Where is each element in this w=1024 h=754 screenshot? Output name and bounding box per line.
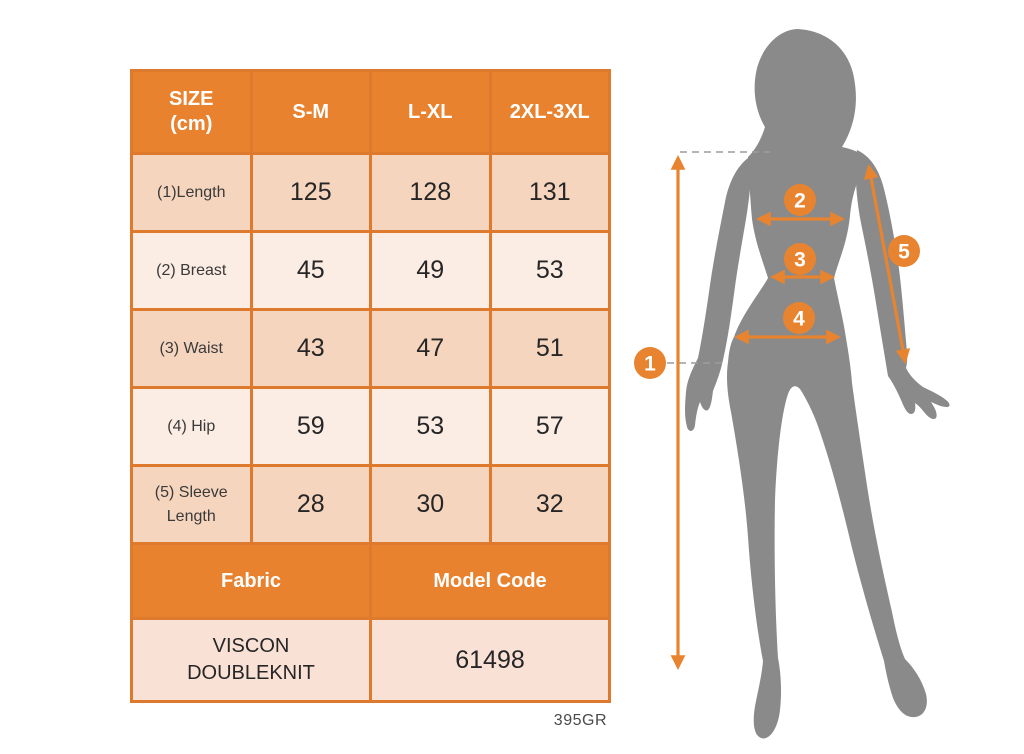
column-header-2xl3xl: 2XL-3XL — [491, 72, 608, 152]
fabric-value: VISCON DOUBLEKNIT — [133, 620, 369, 700]
size-header-cell: SIZE (cm) — [133, 72, 250, 152]
value-sleeve-2xl: 32 — [491, 467, 608, 542]
marker-3: 3 — [784, 243, 816, 275]
value-breast-sm: 45 — [252, 233, 369, 308]
model-code-header: Model Code — [372, 545, 608, 617]
size-header-line2: (cm) — [170, 113, 213, 135]
row-label-sleeve: (5) Sleeve Length — [133, 467, 250, 542]
value-sleeve-sm: 28 — [252, 467, 369, 542]
column-header-lxl: L-XL — [372, 72, 489, 152]
svg-text:5: 5 — [898, 241, 910, 264]
svg-text:4: 4 — [793, 308, 805, 331]
value-waist-2xl: 51 — [491, 311, 608, 386]
value-breast-2xl: 53 — [491, 233, 608, 308]
svg-text:2: 2 — [794, 190, 806, 213]
fabric-value-text: VISCON DOUBLEKNIT — [187, 635, 315, 684]
size-table: SIZE (cm) S-M L-XL 2XL-3XL (1)Length 125… — [130, 69, 611, 703]
value-length-sm: 125 — [252, 155, 369, 230]
row-label-waist: (3) Waist — [133, 311, 250, 386]
row-label-breast: (2) Breast — [133, 233, 250, 308]
column-header-sm: S-M — [252, 72, 369, 152]
marker-5: 5 — [888, 235, 920, 267]
svg-text:3: 3 — [794, 249, 806, 272]
value-hip-lxl: 53 — [372, 389, 489, 464]
value-length-lxl: 128 — [372, 155, 489, 230]
value-length-2xl: 131 — [491, 155, 608, 230]
marker-2: 2 — [784, 184, 816, 216]
left-arm-silhouette — [685, 156, 752, 431]
value-hip-sm: 59 — [252, 389, 369, 464]
value-hip-2xl: 57 — [491, 389, 608, 464]
svg-text:1: 1 — [644, 353, 656, 376]
marker-4: 4 — [783, 302, 815, 334]
weight-note: 395GR — [553, 712, 607, 729]
value-waist-lxl: 47 — [372, 311, 489, 386]
right-arm-silhouette — [855, 150, 950, 420]
value-sleeve-lxl: 30 — [372, 467, 489, 542]
sleeve-arrow — [863, 164, 911, 364]
model-code-value: 61498 — [372, 620, 608, 700]
value-waist-sm: 43 — [252, 311, 369, 386]
row-label-hip: (4) Hip — [133, 389, 250, 464]
fabric-header: Fabric — [133, 545, 369, 617]
size-header-line1: SIZE — [169, 88, 214, 110]
row-label-length: (1)Length — [133, 155, 250, 230]
value-breast-lxl: 49 — [372, 233, 489, 308]
marker-1: 1 — [634, 347, 666, 379]
body-silhouette — [727, 29, 927, 739]
